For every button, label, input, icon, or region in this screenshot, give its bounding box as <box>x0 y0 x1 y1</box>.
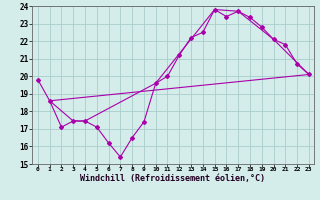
X-axis label: Windchill (Refroidissement éolien,°C): Windchill (Refroidissement éolien,°C) <box>80 174 265 183</box>
